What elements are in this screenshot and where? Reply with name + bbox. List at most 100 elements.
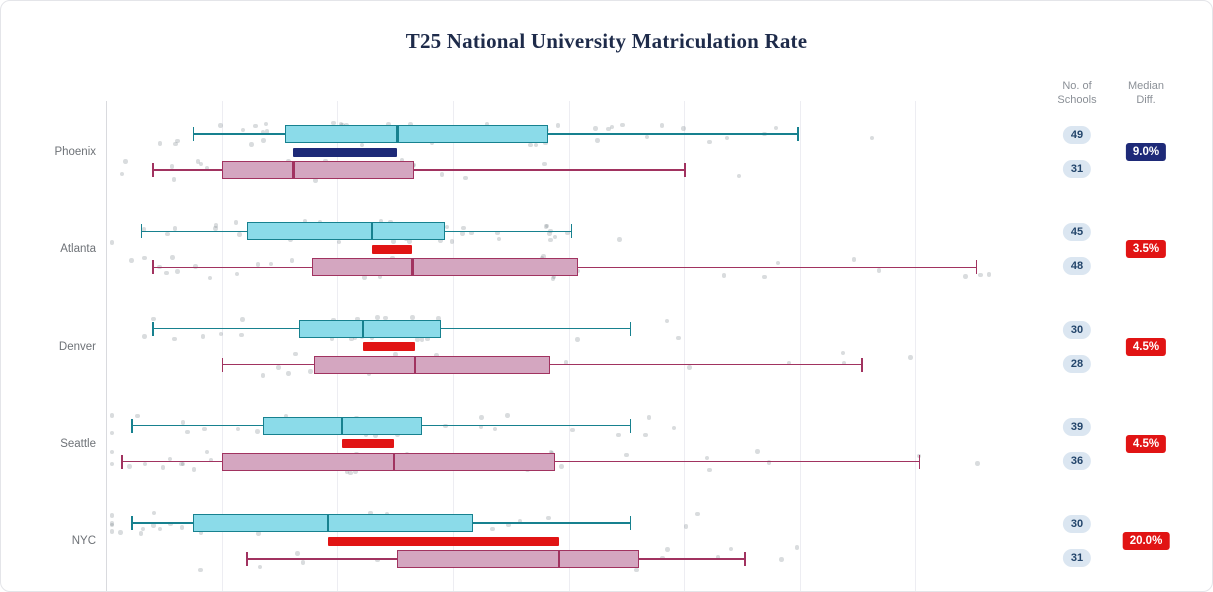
data-point [436,316,441,321]
data-point [840,350,846,356]
data-point [172,226,178,231]
data-point [963,274,968,279]
data-point [256,531,261,536]
median-line [327,514,330,532]
gridline [337,101,339,591]
data-point [255,262,261,267]
data-point [140,526,146,532]
data-point [425,336,430,341]
data-point [175,269,180,274]
data-point [164,270,169,276]
gridline [915,101,917,591]
data-point [191,467,197,472]
data-point [593,126,598,131]
gridline [452,101,454,591]
data-point [240,127,246,133]
median-diff-badge: 4.5% [1125,337,1167,356]
data-point [169,164,175,169]
gridline [684,101,686,591]
data-point [415,337,420,342]
data-point [565,230,570,236]
data-point [484,121,490,127]
data-point [643,432,648,438]
data-point [383,315,388,321]
data-point [336,239,342,245]
data-point [492,426,498,432]
median-line [392,452,396,471]
data-point [552,234,558,240]
iqr-box [247,222,445,241]
data-point [366,371,372,377]
data-point [109,522,115,528]
data-point [779,557,784,562]
data-point [687,365,692,370]
data-point [173,141,178,147]
data-point [528,142,533,148]
data-point [664,318,670,324]
data-point [338,122,344,127]
data-point [609,124,615,130]
data-point [283,413,289,419]
schools-column-header-line1: No. of [1062,80,1092,92]
data-point [218,123,223,128]
data-point [479,415,484,420]
school-count-badge: 36 [1062,451,1092,470]
city-label: NYC [71,535,96,547]
data-point [595,138,600,143]
data-point [368,510,373,516]
data-point [249,142,254,147]
city-label: Denver [58,340,96,353]
whisker-cap-low [152,163,154,177]
data-point [363,432,369,438]
data-point [695,511,700,517]
data-point [606,126,611,132]
data-point [179,525,185,530]
data-point [302,218,308,224]
data-point [391,239,396,244]
iqr-box [299,319,442,338]
data-point [419,337,425,342]
median-diff-bar [341,439,394,449]
data-point [160,465,166,470]
school-count-badge: 31 [1062,160,1092,178]
data-point [109,430,115,436]
data-point [204,449,210,455]
data-point [478,424,484,429]
data-point [151,510,157,516]
iqr-box [192,514,473,532]
median-line [558,550,561,568]
data-point [841,360,847,366]
data-point [617,237,622,242]
data-point [157,526,163,532]
median-diff-badge: 3.5% [1125,240,1167,259]
data-point [386,122,391,127]
data-point [167,456,173,462]
median-line [361,319,364,338]
data-point [202,426,207,432]
data-point [495,230,500,236]
whisker-cap-high [629,321,632,336]
school-count-badge: 30 [1062,320,1092,339]
iqr-box [221,452,555,471]
data-point [671,425,677,431]
data-point [237,232,242,237]
schools-column-header-line2: Schools [1057,94,1097,107]
plot-area [106,101,1031,591]
data-point [704,455,710,461]
data-point [308,369,313,374]
whisker-cap-low [245,552,248,566]
data-point [517,518,523,524]
data-point [123,159,128,164]
whisker-cap-low [152,321,154,336]
data-point [496,236,502,242]
data-point [755,449,760,454]
data-point [276,365,281,370]
data-point [260,373,266,378]
whisker-cap-high [570,224,573,239]
data-point [408,122,413,127]
data-point [109,521,115,526]
city-label: Atlanta [60,243,96,256]
data-point [375,315,380,320]
data-point [109,240,115,245]
data-point [460,231,465,236]
